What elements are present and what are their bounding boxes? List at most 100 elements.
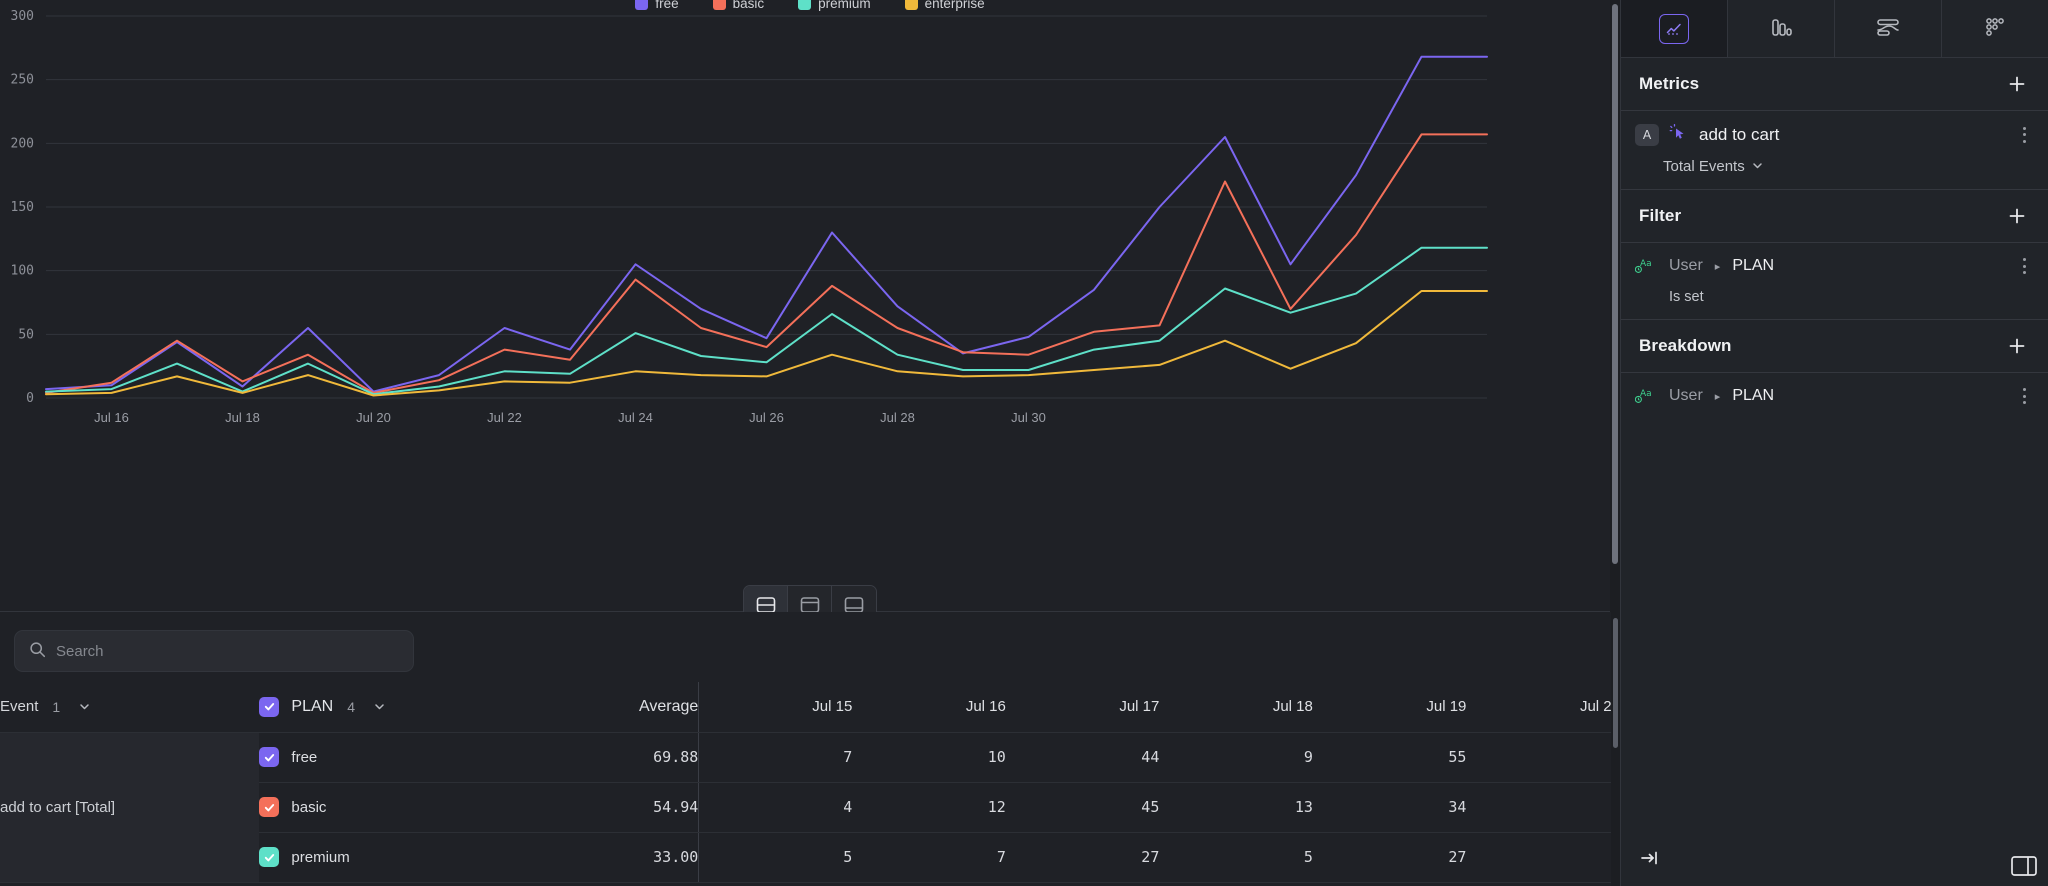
config-sidebar: Metrics A add to ca <box>1620 0 2048 886</box>
chevron-down-icon[interactable] <box>373 700 386 713</box>
series-cell[interactable]: premium <box>259 832 551 883</box>
legend-swatch-free <box>635 0 649 10</box>
breakdown-card-user-plan[interactable]: Aa User ▸ PLAN <box>1621 372 2048 421</box>
legend-item-premium[interactable]: premium <box>798 0 871 11</box>
series-line-enterprise <box>45 290 1488 397</box>
filter-options-icon[interactable] <box>2016 258 2036 274</box>
series-checkbox-basic[interactable] <box>259 797 280 817</box>
value-cell-3: 9 <box>1159 732 1313 783</box>
metric-card-add-to-cart[interactable]: A add to cart Total Events <box>1621 110 2048 190</box>
value-cell-0: 4 <box>698 782 853 833</box>
svg-text:150: 150 <box>11 200 34 215</box>
average-cell: 33.00 <box>550 832 700 883</box>
metric-name: add to cart <box>1699 124 1780 144</box>
series-label-free: free <box>291 748 318 766</box>
breakdown-options-icon[interactable] <box>2016 388 2036 404</box>
header-plan-label: PLAN <box>291 697 334 715</box>
value-cell-4: 55 <box>1312 732 1467 783</box>
table-panel: Event 1 <box>0 612 1620 886</box>
filter-scope: User <box>1669 257 1703 274</box>
header-date-3[interactable]: Jul 18 <box>1159 682 1313 733</box>
legend-item-free[interactable]: free <box>635 0 679 11</box>
value-cell-2: 44 <box>1005 732 1160 783</box>
series-cell[interactable]: basic <box>259 782 551 833</box>
add-breakdown-button[interactable] <box>2004 333 2030 359</box>
sidebar-footer <box>1621 830 2048 886</box>
tab-grid-chart[interactable] <box>1942 0 2048 57</box>
metric-badge: A <box>1635 123 1659 146</box>
filter-title: Filter <box>1639 206 1682 225</box>
search-bar[interactable] <box>14 630 414 672</box>
svg-text:Aa: Aa <box>1640 259 1652 269</box>
chart-panel: free basic premium enterprise 0 50 100 150 200 2… <box>0 0 1620 625</box>
chart-scrollbar[interactable] <box>1610 0 1620 612</box>
series-checkbox-premium[interactable] <box>259 847 280 867</box>
svg-text:Jul 22: Jul 22 <box>487 410 522 425</box>
add-filter-button[interactable] <box>2004 203 2030 229</box>
value-cell-5: 4 <box>1466 782 1620 833</box>
search-row <box>0 612 1620 682</box>
header-date-0[interactable]: Jul 15 <box>698 682 853 733</box>
header-event-label: Event <box>0 698 39 716</box>
filter-condition[interactable]: Is set <box>1669 289 1704 305</box>
header-event-count: 1 <box>52 698 61 715</box>
add-metric-button[interactable] <box>2004 71 2030 97</box>
select-all-checkbox[interactable] <box>259 696 280 717</box>
chevron-down-icon[interactable] <box>78 700 91 713</box>
visualization-tabs[interactable] <box>1621 0 2048 58</box>
filter-card-user-plan[interactable]: Aa User ▸ PLAN Is set <box>1621 242 2048 320</box>
svg-text:Jul 26: Jul 26 <box>749 410 784 425</box>
search-input[interactable] <box>56 642 399 660</box>
table-header-row: Event 1 <box>0 682 1620 733</box>
svg-text:Jul 30: Jul 30 <box>1011 410 1046 425</box>
breakdown-title: Breakdown <box>1639 336 1732 355</box>
header-average[interactable]: Average <box>550 682 700 733</box>
breakdown-property: PLAN <box>1732 387 1775 404</box>
series-checkbox-free[interactable] <box>259 747 280 767</box>
toggle-sidebar-icon[interactable] <box>2010 853 2040 882</box>
value-cell-2: 27 <box>1005 832 1160 883</box>
series-cell[interactable]: free <box>259 732 551 783</box>
line-chart-icon <box>1659 13 1689 44</box>
header-date-4[interactable]: Jul 19 <box>1312 682 1467 733</box>
sidebar-spacer <box>1621 421 2048 830</box>
svg-text:250: 250 <box>11 73 34 88</box>
header-event[interactable]: Event 1 <box>0 682 260 733</box>
arrow-right-icon: ▸ <box>1714 260 1721 273</box>
metric-options-icon[interactable] <box>2016 126 2036 143</box>
metric-aggregation-select[interactable]: Total Events <box>1663 158 2036 175</box>
collapse-panel-icon[interactable] <box>1639 847 1661 869</box>
tab-flow-chart[interactable] <box>1835 0 1942 57</box>
legend-item-enterprise[interactable]: enterprise <box>904 0 985 11</box>
svg-text:Jul 24: Jul 24 <box>618 410 653 425</box>
average-cell: 54.94 <box>550 782 700 833</box>
header-plan[interactable]: PLAN 4 <box>259 682 551 733</box>
metrics-section-header: Metrics <box>1621 58 2048 110</box>
header-date-1[interactable]: Jul 16 <box>852 682 1006 733</box>
series-line-free <box>45 55 1488 393</box>
tab-bar-chart[interactable] <box>1728 0 1835 57</box>
bar-chart-icon <box>1767 13 1795 44</box>
svg-text:100: 100 <box>11 264 34 279</box>
legend-label-free: free <box>655 0 679 11</box>
legend-item-basic[interactable]: basic <box>712 0 764 11</box>
text-property-icon: Aa <box>1635 255 1659 277</box>
value-cell-5: 5 <box>1466 732 1620 783</box>
svg-text:300: 300 <box>11 9 34 24</box>
main-content: free basic premium enterprise 0 50 100 150 200 2… <box>0 0 1620 886</box>
table-scrollbar[interactable] <box>1611 612 1620 886</box>
search-icon <box>29 641 46 661</box>
header-date-2[interactable]: Jul 17 <box>1005 682 1160 733</box>
tab-line-chart[interactable] <box>1621 0 1728 57</box>
filter-property: PLAN <box>1732 257 1775 274</box>
legend-swatch-premium <box>798 0 812 10</box>
table-scrollbar-thumb[interactable] <box>1613 618 1618 748</box>
chart-scrollbar-thumb[interactable] <box>1612 4 1618 564</box>
header-date-5[interactable]: Jul 20 <box>1466 682 1620 733</box>
grid-chart-icon <box>1981 13 2009 44</box>
line-chart[interactable]: 0 50 100 150 200 250 300 Jul 16 Jul 18 Jul 20 Jul … <box>0 0 1620 560</box>
